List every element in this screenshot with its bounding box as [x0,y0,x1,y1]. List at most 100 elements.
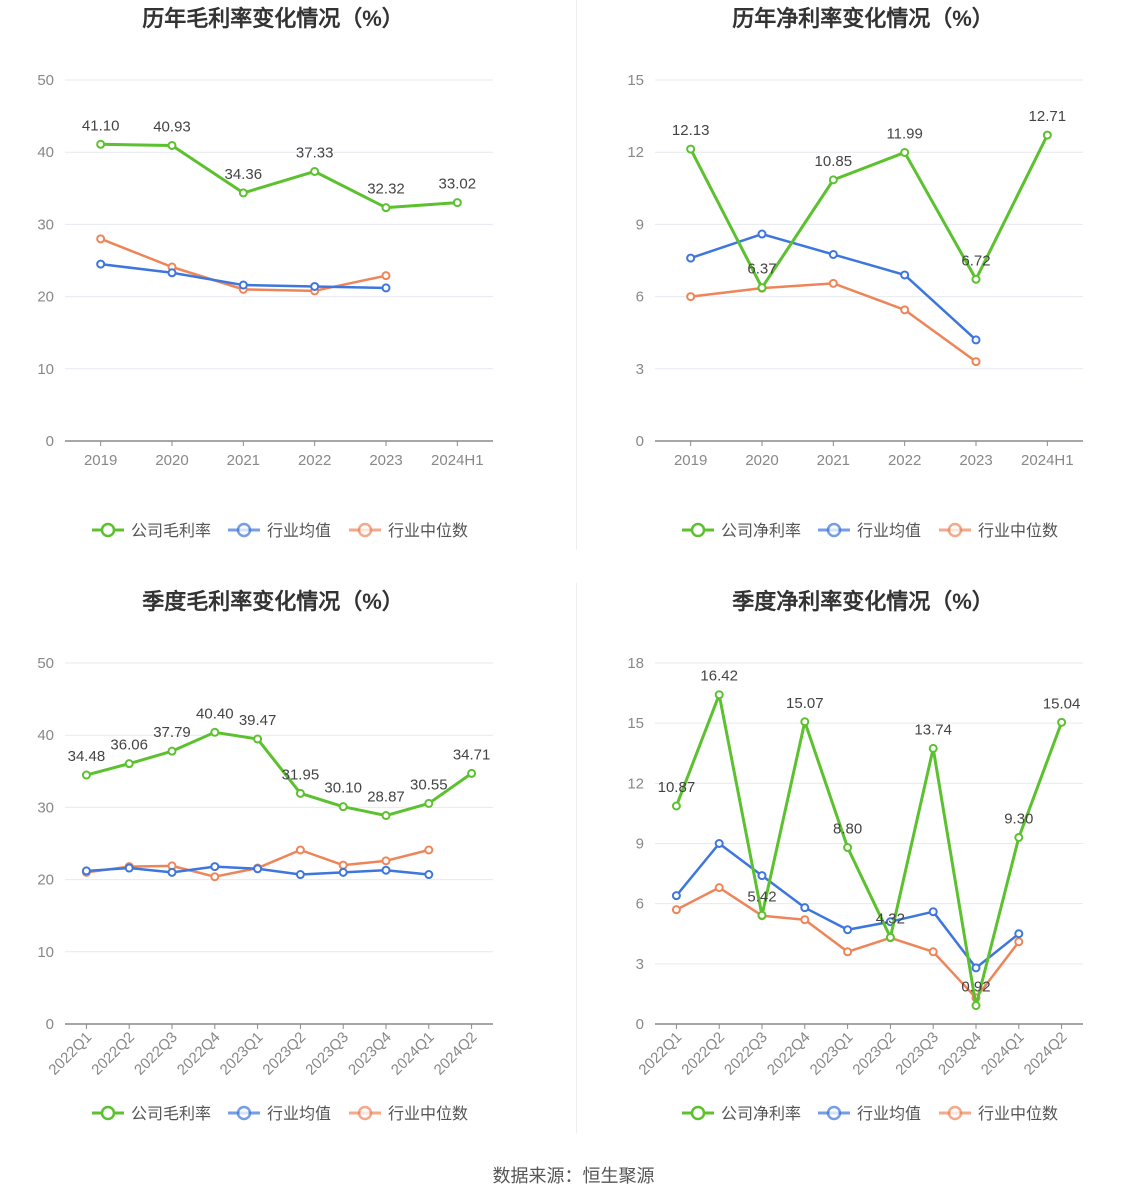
y-tick-label: 12 [627,144,644,161]
data-point-company [167,746,177,756]
y-tick-label: 6 [636,289,644,306]
data-point-industry-avg [686,253,696,263]
legend-item-industry-avg: 行业均值 [228,1105,331,1123]
data-point-industry-avg [843,925,853,935]
y-tick-label: 3 [636,956,644,973]
data-point-industry-median [381,271,391,281]
legend-item-industry-median: 行业中位数 [349,522,468,540]
x-tick-label: 2023Q4 [935,1029,985,1079]
panel-divider-bottom [576,583,577,1133]
x-tick-label: 2022Q4 [174,1029,224,1079]
data-point-company [971,274,981,284]
data-point-industry-median [671,905,681,915]
data-label: 12.71 [1029,108,1067,125]
chart-title: 季度毛利率变化情况（%） [142,589,404,614]
chart-title: 历年净利率变化情况（%） [732,6,994,31]
x-tick-label: 2023Q3 [892,1029,942,1079]
legend-marker-icon [357,522,373,538]
data-point-company [295,788,305,798]
data-label: 10.85 [815,153,853,170]
legend-marker-icon [947,522,963,538]
y-tick-label: 50 [37,655,54,672]
x-tick-label: 2024H1 [1021,452,1074,469]
data-point-industry-avg [757,229,767,239]
legend-item-industry-median: 行业中位数 [939,1105,1058,1123]
legend-marker-icon [100,1105,116,1121]
y-tick-label: 0 [636,1016,644,1033]
legend-marker-icon [826,1105,842,1121]
chart-title: 季度净利率变化情况（%） [732,589,994,614]
data-label: 37.79 [153,724,191,741]
data-point-company [1057,717,1067,727]
data-point-company [253,734,263,744]
x-tick-label: 2022Q1 [635,1029,685,1079]
data-label: 0.92 [961,979,990,996]
y-tick-label: 6 [636,896,644,913]
x-tick-label: 2019 [84,452,117,469]
quarterly-net-margin-chart: 季度净利率变化情况（%） 0 3 6 9 12 15 18 2022Q1 2022Q2 2022Q3… [590,583,1147,1166]
quarterly-gross-margin-chart: 季度毛利率变化情况（%） 0 10 20 30 40 50 2022Q1 2022Q2 2022Q… [0,583,573,1166]
data-point-company [381,811,391,821]
x-tick-label: 2024Q1 [978,1029,1028,1079]
data-label: 36.06 [110,737,148,754]
data-label: 16.42 [700,668,738,685]
y-tick-label: 9 [636,836,644,853]
series-line-company [86,730,473,818]
x-tick-label: 2023Q2 [849,1029,899,1079]
legend-marker-icon [236,522,252,538]
data-point-industry-avg [167,867,177,877]
series-line-industry-median [690,282,977,363]
data-label: 39.47 [239,712,277,729]
data-point-company [828,175,838,185]
data-point-company [424,798,434,808]
data-point-company [381,203,391,213]
data-point-industry-avg [310,281,320,291]
x-tick-label: 2023Q1 [217,1029,267,1079]
chart-title: 历年毛利率变化情况（%） [142,6,404,31]
legend-marker-icon [236,1105,252,1121]
x-tick-label: 2024Q1 [388,1029,438,1079]
legend-item-industry-avg: 行业均值 [228,522,331,540]
x-tick-label: 2024Q2 [431,1029,481,1079]
data-label: 40.93 [153,118,191,135]
y-tick-label: 20 [37,289,54,306]
y-tick-label: 50 [37,72,54,89]
y-tick-label: 0 [46,433,54,450]
data-point-industry-median [96,234,106,244]
legend-marker-icon [690,522,706,538]
legend-item-company: 公司净利率 [682,522,801,540]
data-point-industry-median [843,947,853,957]
data-point-company [686,144,696,154]
series-line-company [689,134,1049,290]
data-label: 37.33 [296,144,334,161]
legend-label: 行业中位数 [978,522,1058,540]
series-line-company [674,693,1064,1008]
legend-item-company: 公司毛利率 [92,1105,211,1123]
data-point-industry-avg [238,280,248,290]
legend-marker-icon [100,522,116,538]
y-tick-label: 10 [37,944,54,961]
data-point-industry-median [714,883,724,893]
y-tick-label: 9 [636,216,644,233]
data-point-company [96,139,106,149]
y-tick-label: 15 [627,715,644,732]
legend-marker-icon [357,1105,373,1121]
legend-item-company: 公司毛利率 [92,522,211,540]
x-tick-label: 2024H1 [431,452,484,469]
data-point-industry-median [210,872,220,882]
data-point-company [671,801,681,811]
data-label: 41.10 [82,117,120,134]
x-tick-label: 2023 [369,452,402,469]
legend-item-industry-avg: 行业均值 [818,522,921,540]
y-tick-label: 30 [37,799,54,816]
data-point-company [757,283,767,293]
data-point-company [843,843,853,853]
data-point-industry-median [900,305,910,315]
data-point-industry-avg [96,259,106,269]
x-tick-label: 2019 [674,452,707,469]
x-tick-label: 2022Q3 [131,1029,181,1079]
data-label: 6.72 [961,252,990,269]
data-point-company [338,802,348,812]
data-label: 32.32 [367,181,405,198]
chart-svg: 季度毛利率变化情况（%）010203040502022Q12022Q22022Q… [37,589,493,1123]
